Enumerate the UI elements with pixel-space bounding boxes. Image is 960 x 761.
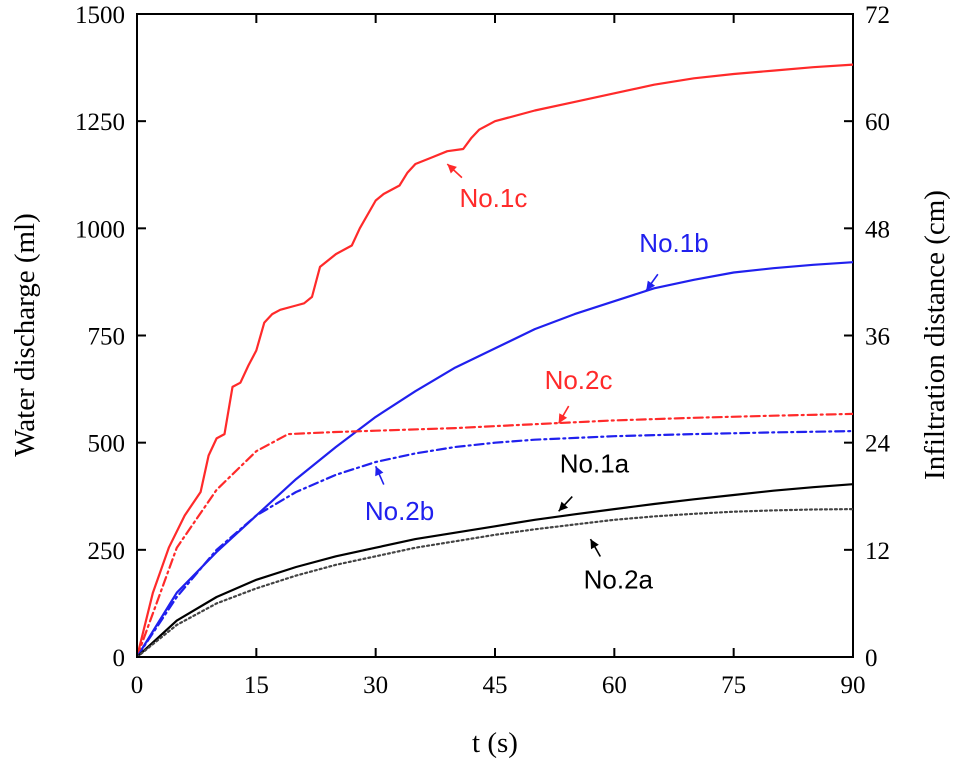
x-tick-label: 90 <box>841 672 866 699</box>
y2-tick-label: 36 <box>865 324 890 351</box>
series-line-no1a <box>137 483 853 657</box>
plot-frame <box>136 13 854 658</box>
series-line-no2c <box>137 412 853 657</box>
annotation-arrowhead-no1b <box>646 280 656 291</box>
annotation-label-no1a: No.1a <box>560 449 630 479</box>
y-axis-label: Water discharge (ml) <box>9 213 41 457</box>
series-line-no2a <box>137 508 853 657</box>
y-tick-label: 0 <box>113 645 126 672</box>
series-line-no2b <box>137 430 853 657</box>
x-tick-label: 15 <box>244 672 269 699</box>
annotation-arrowhead-no2c <box>558 413 568 424</box>
y-tick-label: 750 <box>88 324 126 351</box>
x-tick-label: 60 <box>602 672 627 699</box>
x-axis-label: t (s) <box>472 727 518 759</box>
annotation-label-no1b: No.1b <box>639 228 708 258</box>
y-tick-label: 1000 <box>75 216 125 243</box>
x-tick-label: 30 <box>363 672 388 699</box>
annotation-arrowhead-no1c <box>447 164 457 174</box>
y2-tick-label: 72 <box>865 2 890 29</box>
annotation-label-no2c: No.2c <box>545 365 613 395</box>
annotation-label-no2b: No.2b <box>365 496 434 526</box>
series-line-no1c <box>137 63 853 657</box>
y2-tick-label: 0 <box>865 645 878 672</box>
series-layer <box>137 63 853 657</box>
annotation-layer: No.1c No.1b No.2c No.2b No.1a No.2a <box>365 163 709 594</box>
x-tick-label: 45 <box>483 672 508 699</box>
y2-tick-label: 60 <box>865 109 890 136</box>
annotation-arrowhead-no2a <box>590 539 599 550</box>
annotation-label-no1c: No.1c <box>459 183 527 213</box>
annotation-arrowhead-no1a <box>558 501 569 512</box>
x-tick-label: 0 <box>131 672 144 699</box>
y2-tick-label: 48 <box>865 216 890 243</box>
series-line-no1b <box>137 261 853 657</box>
plot-border <box>136 13 854 658</box>
annotation-label-no2a: No.2a <box>584 564 654 594</box>
x-tick-label: 75 <box>721 672 746 699</box>
y-tick-label: 1250 <box>75 109 125 136</box>
y-tick-label: 500 <box>88 431 126 458</box>
y2-axis-label: Infiltration distance (cm) <box>919 190 951 480</box>
y-tick-label: 250 <box>88 538 126 565</box>
axis-layer: 0 15 30 45 60 75 90025050075010001250150001224… <box>75 2 891 699</box>
y-tick-label: 1500 <box>75 2 125 29</box>
y2-tick-label: 12 <box>865 538 890 565</box>
annotation-arrowhead-no2b <box>375 466 384 477</box>
y2-tick-label: 24 <box>865 431 891 458</box>
